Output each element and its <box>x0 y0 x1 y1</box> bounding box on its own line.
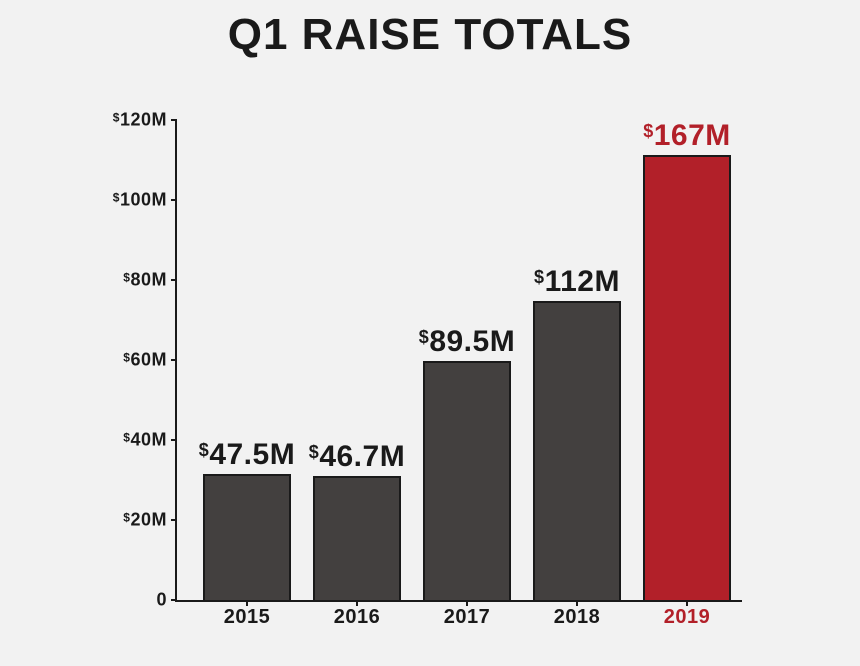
y-tick-text: 0 <box>156 590 167 610</box>
y-tick-label: $20M <box>123 510 177 531</box>
dollar-sign: $ <box>123 431 130 445</box>
y-tick-label: $40M <box>123 430 177 451</box>
y-tick-label: $100M <box>113 190 177 211</box>
y-tick-mark <box>171 599 177 601</box>
y-tick-text: 40M <box>130 430 167 450</box>
x-tick-label: 2019 <box>664 600 711 629</box>
bar-value-text: 167M <box>654 119 731 152</box>
dollar-sign: $ <box>113 111 120 125</box>
bar-value-label: $167M <box>643 119 731 157</box>
bar-value-text: 46.7M <box>319 440 405 473</box>
y-tick-mark <box>171 439 177 441</box>
dollar-sign: $ <box>419 327 430 347</box>
y-tick-text: 20M <box>130 510 167 530</box>
chart-title: Q1 RAISE TOTALS <box>0 10 860 60</box>
bar-2018: $112M <box>533 301 621 600</box>
dollar-sign: $ <box>123 351 130 365</box>
y-tick-mark <box>171 119 177 121</box>
x-tick-label: 2016 <box>334 600 381 629</box>
y-tick-text: 60M <box>130 350 167 370</box>
y-tick-mark <box>171 199 177 201</box>
bar-value-text: 47.5M <box>209 438 295 471</box>
bar-2019: $167M <box>643 155 731 600</box>
x-tick-label: 2018 <box>554 600 601 629</box>
y-tick-mark <box>171 359 177 361</box>
y-tick-text: 100M <box>120 190 167 210</box>
bar-value-text: 89.5M <box>429 325 515 358</box>
y-tick-text: 120M <box>120 110 167 130</box>
y-tick-label: $120M <box>113 110 177 131</box>
y-tick-mark <box>171 279 177 281</box>
bar-2017: $89.5M <box>423 361 511 600</box>
plot-area: 0$20M$40M$60M$80M$100M$120M$47.5M2015$46… <box>175 120 742 602</box>
bar-value-label: $46.7M <box>309 440 405 478</box>
bar-2016: $46.7M <box>313 476 401 600</box>
dollar-sign: $ <box>123 511 130 525</box>
dollar-sign: $ <box>534 267 545 287</box>
bar-value-label: $47.5M <box>199 438 295 476</box>
bar-value-label: $112M <box>534 265 620 303</box>
bar-2015: $47.5M <box>203 474 291 600</box>
y-tick-text: 80M <box>130 270 167 290</box>
x-tick-label: 2017 <box>444 600 491 629</box>
y-tick-label: $80M <box>123 270 177 291</box>
x-tick-label: 2015 <box>224 600 271 629</box>
bar-value-label: $89.5M <box>419 325 515 363</box>
q1-raise-chart: Q1 RAISE TOTALS 0$20M$40M$60M$80M$100M$1… <box>0 0 860 666</box>
dollar-sign: $ <box>643 121 654 141</box>
dollar-sign: $ <box>309 442 320 462</box>
dollar-sign: $ <box>113 191 120 205</box>
y-tick-mark <box>171 519 177 521</box>
dollar-sign: $ <box>123 271 130 285</box>
y-tick-label: $60M <box>123 350 177 371</box>
bar-value-text: 112M <box>545 265 620 298</box>
dollar-sign: $ <box>199 440 210 460</box>
